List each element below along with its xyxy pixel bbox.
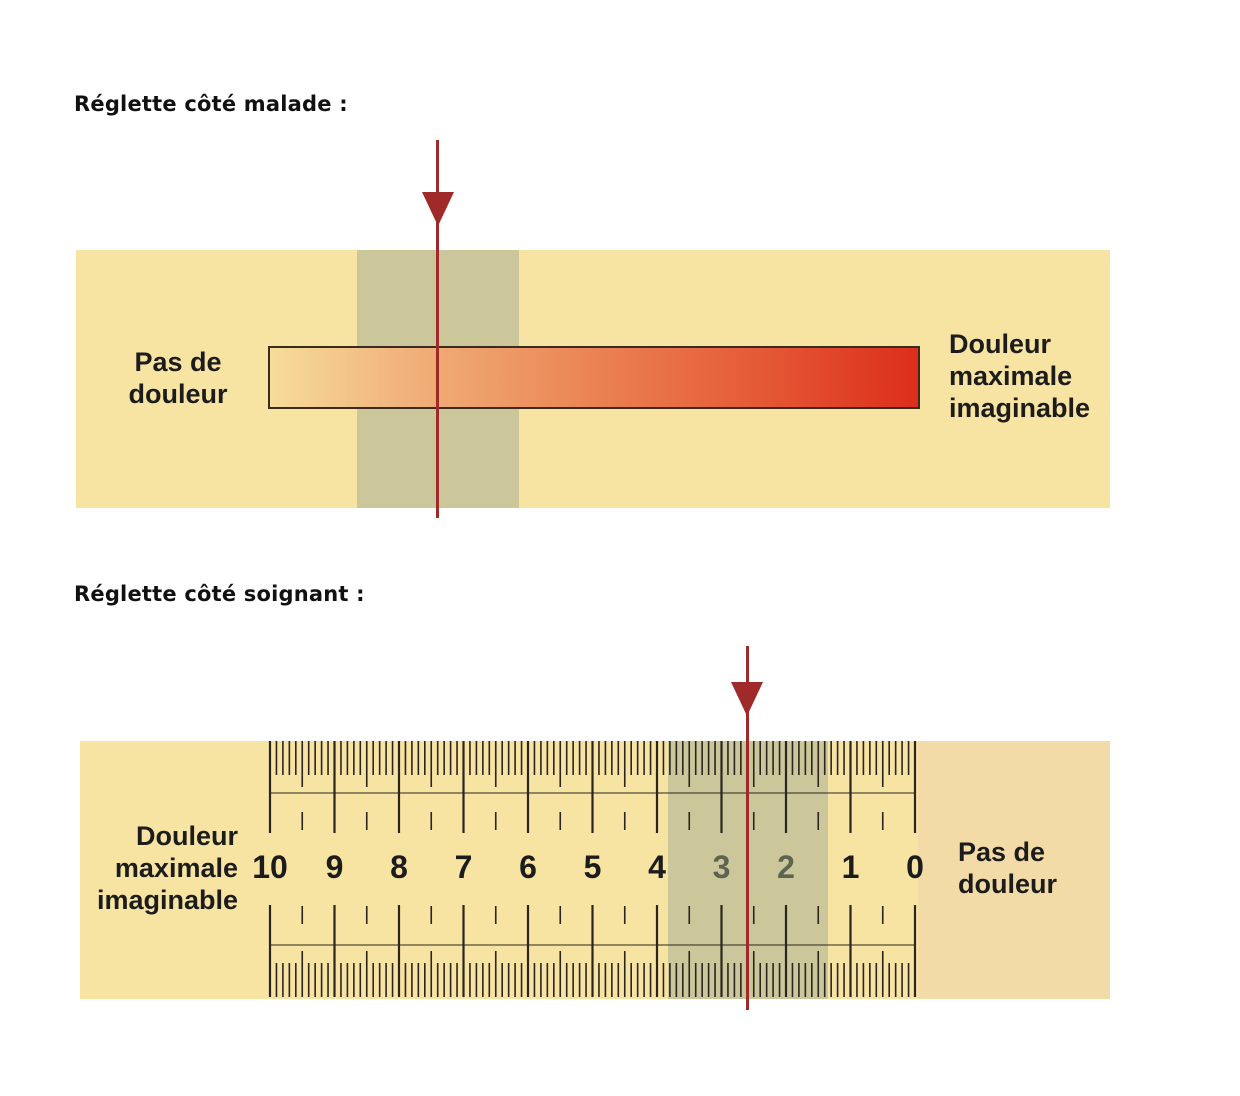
scale-number: 2 [777,849,795,885]
scale-number: 9 [325,849,344,885]
caregiver-side-title: Réglette côté soignant : [74,582,365,606]
patient-side-title: Réglette côté malade : [74,92,348,116]
caregiver-left-label-line1: Douleur [135,821,238,851]
caregiver-left-label-line3: imaginable [96,885,238,915]
scale-number: 7 [454,849,473,885]
patient-left-label-line1: Pas de [134,347,222,377]
scale-number: 6 [519,849,537,885]
scale-number: 4 [648,849,666,885]
scale-number: 0 [906,849,924,885]
patient-right-label-line1: Douleur [949,329,1052,359]
patient-right-label-line3: imaginable [949,393,1091,423]
caregiver-end-zone [918,741,1110,999]
caregiver-pointer-line [745,646,749,1010]
patient-right-label: Douleur maximale imaginable [949,328,1090,424]
caregiver-right-label-line2: douleur [958,869,1057,899]
patient-left-label-line2: douleur [128,379,228,409]
caregiver-right-label-line1: Pas de [958,837,1046,867]
scale-number: 1 [841,849,860,885]
pain-gradient-bar [268,346,920,409]
scale-number: 3 [712,849,731,885]
scale-number: 8 [390,849,408,885]
caregiver-left-label-line2: maximale [114,853,238,883]
patient-left-label: Pas de douleur [118,346,238,410]
scale-number: 10 [252,849,288,885]
caregiver-right-label: Pas de douleur [958,836,1057,900]
patient-pointer-line [436,140,440,518]
patient-pointer-arrow-icon [421,192,454,226]
scale-number: 5 [583,849,602,885]
patient-right-label-line2: maximale [949,361,1073,391]
caregiver-pointer-arrow-icon [731,682,764,716]
caregiver-left-label: Douleur maximale imaginable [88,820,238,916]
